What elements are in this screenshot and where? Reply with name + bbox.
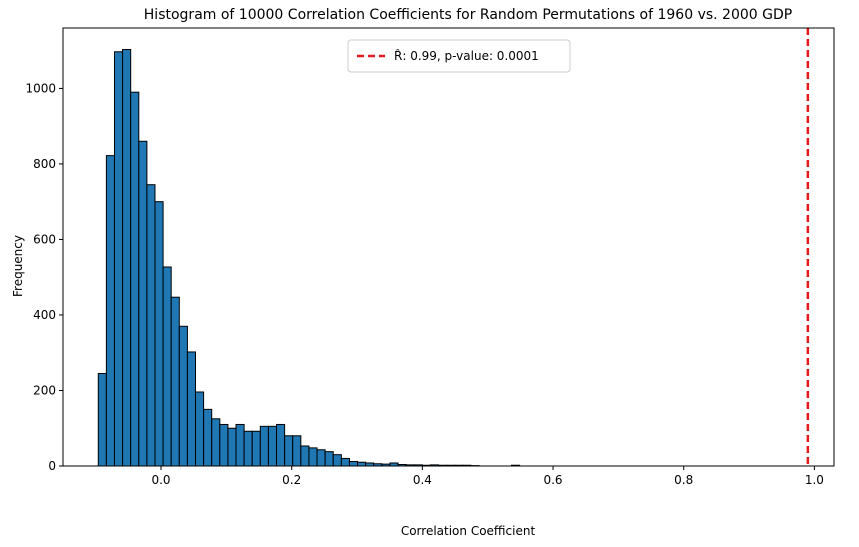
x-tick-label: 0.8: [674, 473, 693, 487]
histogram-bar: [178, 325, 188, 467]
y-tick-label: 200: [33, 383, 56, 397]
x-tick-label: 0.4: [413, 473, 432, 487]
histogram-bar: [138, 140, 148, 467]
y-axis-title: Frequency: [11, 235, 25, 297]
histogram-bar: [251, 430, 261, 467]
y-tick-label: 800: [33, 157, 56, 171]
histogram-bar: [105, 155, 115, 467]
histogram-bar: [284, 435, 294, 467]
histogram-bar: [340, 457, 350, 467]
histogram-bar: [276, 423, 286, 467]
y-tick-label: 1000: [25, 81, 56, 95]
chart-title: Histogram of 10000 Correlation Coefficie…: [144, 7, 792, 23]
histogram-bar: [243, 430, 253, 467]
x-tick-label: 1.0: [805, 473, 824, 487]
histogram-bar: [113, 51, 124, 467]
histogram-bar: [267, 425, 278, 467]
histogram-bar: [308, 447, 318, 467]
histogram-bar: [227, 427, 237, 467]
histogram-bar: [348, 460, 359, 467]
histogram-bar: [170, 296, 180, 467]
y-tick-label: 0: [48, 459, 56, 473]
x-tick-label: 0.0: [151, 473, 170, 487]
histogram-bar: [122, 49, 132, 467]
histogram-bar: [332, 454, 342, 467]
histogram-bar: [162, 266, 172, 467]
histogram-bars: [97, 49, 521, 467]
histogram-bar: [195, 391, 205, 467]
histogram-bar: [219, 423, 229, 467]
y-tick-label: 600: [33, 232, 56, 246]
histogram-bar: [203, 408, 213, 467]
histogram-bar: [154, 201, 164, 467]
histogram-bar: [300, 445, 310, 467]
x-axis: 0.0 0.2 0.4 0.6 0.8 1.0: [151, 466, 824, 487]
y-tick-label: 400: [33, 308, 56, 322]
histogram-bar: [130, 91, 140, 467]
plot-frame: [62, 27, 835, 467]
legend: R̂: 0.99, p-value: 0.0001: [347, 39, 571, 73]
histogram-bar: [259, 425, 269, 467]
histogram-bar: [292, 435, 302, 467]
x-tick-label: 0.6: [543, 473, 562, 487]
histogram-bar: [357, 461, 367, 467]
x-axis-title: Correlation Coefficient: [401, 524, 536, 538]
legend-box: [347, 39, 571, 73]
x-tick-label: 0.2: [282, 473, 301, 487]
histogram-bar: [316, 449, 326, 467]
histogram-bar: [186, 351, 197, 467]
histogram-bar: [146, 184, 156, 467]
histogram-bar: [324, 451, 334, 467]
histogram-bar: [235, 423, 245, 467]
y-axis: 0 200 400 600 800 1000: [25, 81, 63, 473]
legend-label: R̂: 0.99, p-value: 0.0001: [394, 49, 539, 63]
histogram-bar: [97, 372, 107, 467]
histogram-bar: [211, 418, 221, 467]
